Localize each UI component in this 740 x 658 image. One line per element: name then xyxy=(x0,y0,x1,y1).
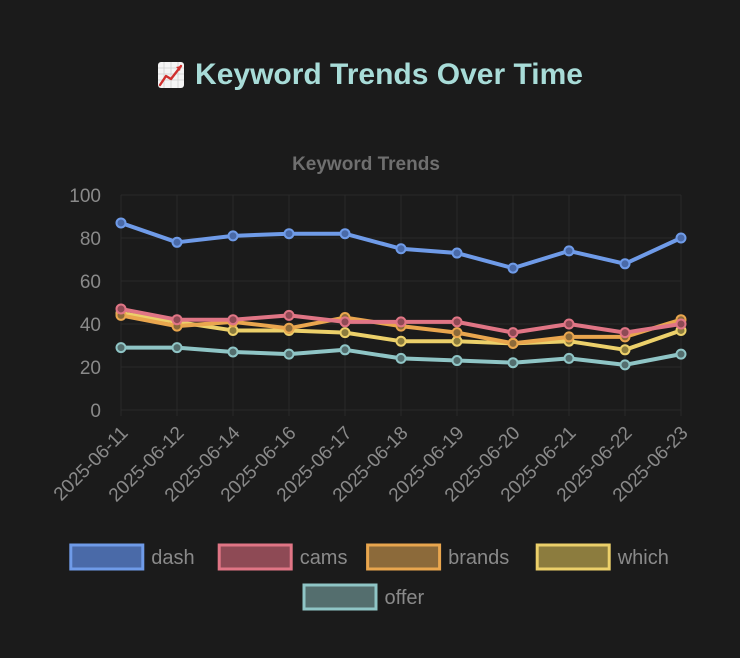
page-title: Keyword Trends Over Time xyxy=(0,58,740,92)
data-point-dash[interactable] xyxy=(395,243,407,255)
data-point-offer[interactable] xyxy=(283,348,295,360)
y-tick-label: 40 xyxy=(80,315,101,336)
data-point-dash[interactable] xyxy=(339,228,351,240)
data-point-cams[interactable] xyxy=(675,318,687,330)
y-tick-label: 100 xyxy=(69,186,101,207)
data-point-dash[interactable] xyxy=(451,247,463,259)
legend-item-brands[interactable]: brands xyxy=(366,543,510,571)
data-point-offer[interactable] xyxy=(563,352,575,364)
data-point-dash[interactable] xyxy=(115,217,127,229)
legend-label-dash: dash xyxy=(151,547,194,569)
data-point-brands[interactable] xyxy=(283,322,295,334)
legend-label-brands: brands xyxy=(448,547,509,569)
data-point-offer[interactable] xyxy=(227,346,239,358)
data-point-dash[interactable] xyxy=(619,258,631,270)
legend-label-offer: offer xyxy=(385,587,425,609)
data-point-cams[interactable] xyxy=(171,314,183,326)
grid-lines xyxy=(120,194,682,416)
data-point-dash[interactable] xyxy=(283,228,295,240)
data-point-dash[interactable] xyxy=(507,262,519,274)
series-offer xyxy=(115,342,687,371)
legend-item-which[interactable]: which xyxy=(535,543,669,571)
legend-swatch-brands xyxy=(366,543,442,571)
page-title-text: Keyword Trends Over Time xyxy=(195,58,583,91)
y-tick-label: 0 xyxy=(90,401,101,422)
data-point-offer[interactable] xyxy=(619,359,631,371)
data-point-cams[interactable] xyxy=(115,303,127,315)
x-axis: 2025-06-112025-06-122025-06-142025-06-16… xyxy=(50,422,693,506)
data-point-cams[interactable] xyxy=(563,318,575,330)
data-point-offer[interactable] xyxy=(507,357,519,369)
chart-title: Keyword Trends xyxy=(292,154,440,175)
y-tick-label: 80 xyxy=(80,229,101,250)
data-point-brands[interactable] xyxy=(507,337,519,349)
data-point-cams[interactable] xyxy=(507,327,519,339)
data-point-brands[interactable] xyxy=(563,331,575,343)
legend-label-which: which xyxy=(617,547,669,569)
chart-increasing-icon xyxy=(158,62,185,88)
legend-swatch-offer xyxy=(302,583,378,611)
data-point-which[interactable] xyxy=(395,335,407,347)
data-point-dash[interactable] xyxy=(171,236,183,248)
data-point-cams[interactable] xyxy=(395,316,407,328)
data-point-offer[interactable] xyxy=(451,355,463,367)
legend: dash cams brands which offer xyxy=(69,543,669,611)
series-lines xyxy=(115,217,687,371)
data-point-dash[interactable] xyxy=(675,232,687,244)
data-point-which[interactable] xyxy=(619,344,631,356)
data-point-brands[interactable] xyxy=(451,327,463,339)
series-dash xyxy=(115,217,687,274)
data-point-offer[interactable] xyxy=(675,348,687,360)
legend-item-offer[interactable]: offer xyxy=(302,583,425,611)
y-axis: 0 20 40 60 80 100 xyxy=(69,186,101,422)
data-point-cams[interactable] xyxy=(227,314,239,326)
series-cams xyxy=(115,303,687,339)
data-point-which[interactable] xyxy=(339,327,351,339)
data-point-cams[interactable] xyxy=(283,309,295,321)
legend-label-cams: cams xyxy=(300,547,348,569)
y-tick-label: 20 xyxy=(80,358,101,379)
data-point-dash[interactable] xyxy=(563,245,575,257)
data-point-offer[interactable] xyxy=(171,342,183,354)
y-tick-label: 60 xyxy=(80,272,101,293)
data-point-cams[interactable] xyxy=(619,327,631,339)
data-point-cams[interactable] xyxy=(339,316,351,328)
data-point-offer[interactable] xyxy=(339,344,351,356)
legend-item-cams[interactable]: cams xyxy=(217,543,348,571)
legend-swatch-dash xyxy=(69,543,145,571)
data-point-offer[interactable] xyxy=(115,342,127,354)
data-point-dash[interactable] xyxy=(227,230,239,242)
legend-item-dash[interactable]: dash xyxy=(69,543,195,571)
data-point-cams[interactable] xyxy=(451,316,463,328)
data-point-offer[interactable] xyxy=(395,352,407,364)
legend-swatch-which xyxy=(535,543,611,571)
legend-swatch-cams xyxy=(217,543,293,571)
